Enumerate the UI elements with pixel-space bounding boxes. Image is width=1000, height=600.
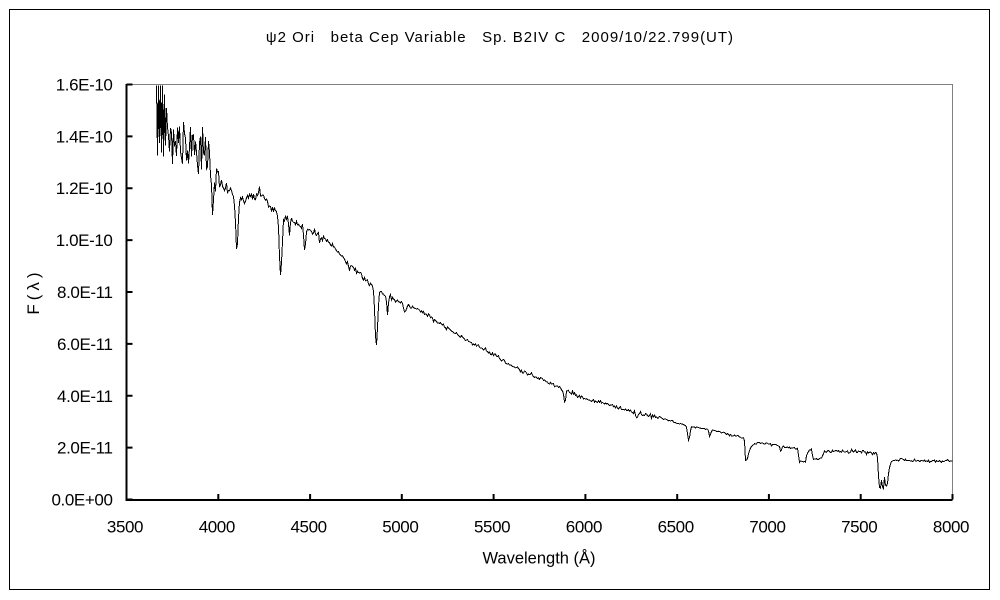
- svg-text:1.2E-10: 1.2E-10: [56, 179, 113, 198]
- svg-text:Wavelength (Å): Wavelength (Å): [482, 549, 595, 568]
- svg-text:5000: 5000: [382, 518, 418, 537]
- svg-text:ψ2 Ori beta Cep Variable S: ψ2 Ori beta Cep Variable Sp. B2IV C 2009…: [266, 29, 734, 46]
- svg-text:1.6E-10: 1.6E-10: [56, 76, 113, 95]
- svg-text:6.0E-11: 6.0E-11: [57, 335, 112, 354]
- svg-text:1.0E-10: 1.0E-10: [56, 231, 113, 250]
- svg-text:2.0E-11: 2.0E-11: [57, 439, 112, 458]
- svg-text:4000: 4000: [199, 518, 235, 537]
- svg-text:8000: 8000: [933, 518, 969, 537]
- svg-text:5500: 5500: [474, 518, 510, 537]
- svg-text:7500: 7500: [841, 518, 877, 537]
- svg-text:6500: 6500: [658, 518, 694, 537]
- svg-text:8.0E-11: 8.0E-11: [57, 283, 112, 302]
- svg-text:1.4E-10: 1.4E-10: [56, 127, 113, 146]
- svg-text:4.0E-11: 4.0E-11: [57, 387, 112, 406]
- svg-text:7000: 7000: [749, 518, 785, 537]
- svg-text:3500: 3500: [107, 518, 143, 537]
- svg-text:4500: 4500: [290, 518, 326, 537]
- svg-text:F(λ): F(λ): [24, 268, 43, 314]
- svg-text:6000: 6000: [566, 518, 602, 537]
- svg-text:0.0E+00: 0.0E+00: [51, 491, 112, 510]
